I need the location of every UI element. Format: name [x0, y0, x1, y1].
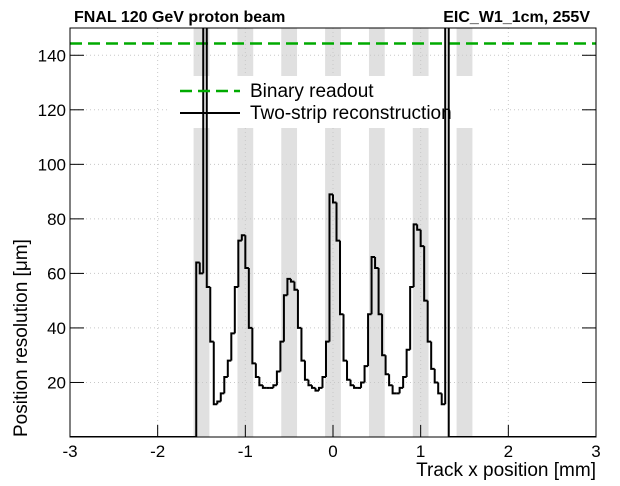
histogram-bin — [447, 28, 596, 437]
histogram-bin — [314, 387, 319, 392]
strip-band — [281, 28, 298, 437]
x-tick-label: -3 — [62, 442, 77, 461]
histogram-bin — [237, 239, 242, 288]
histogram-bin — [247, 267, 253, 329]
histogram-bin — [360, 381, 365, 388]
y-axis-label: Position resolution [μm] — [11, 239, 32, 437]
chart-subtitle: EIC_W1_1cm, 255V — [443, 9, 590, 26]
histogram-bin — [310, 385, 316, 389]
histogram-bin — [244, 235, 249, 269]
x-tick-label: 2 — [504, 442, 513, 461]
histogram-bin — [317, 386, 323, 391]
histogram-bin — [296, 289, 302, 329]
x-tick-label: -1 — [238, 442, 253, 461]
histogram-bin — [349, 379, 355, 387]
histogram-bin — [258, 377, 263, 387]
y-tick-label: 40 — [47, 319, 66, 338]
histogram-bin — [282, 294, 288, 342]
histogram-bin — [212, 341, 218, 406]
legend-label: Binary readout — [250, 81, 374, 102]
y-tick-label: 80 — [47, 210, 66, 229]
y-tick-label: 20 — [47, 373, 66, 392]
histogram-bin — [261, 385, 267, 389]
strip-band — [456, 28, 473, 437]
histogram-bin — [205, 28, 211, 289]
histogram-bin — [416, 224, 421, 231]
histogram-bin — [202, 28, 205, 274]
histogram-bin — [303, 360, 309, 381]
histogram-bin — [233, 286, 239, 334]
histogram-bin — [363, 365, 369, 383]
histogram-bin — [430, 341, 435, 370]
histogram-bin — [275, 370, 281, 386]
histogram-bin — [223, 376, 228, 394]
histogram-bin — [426, 300, 432, 343]
y-tick-label: 140 — [38, 46, 66, 65]
histogram-bin — [440, 393, 446, 406]
histogram-bin — [324, 340, 330, 378]
histogram-bin — [405, 348, 411, 378]
histogram-bin — [381, 314, 386, 357]
histogram-bin — [377, 267, 383, 316]
histogram-bin — [384, 355, 390, 376]
histogram-bin — [433, 368, 439, 384]
histogram-bin — [279, 340, 284, 372]
histogram-bin — [402, 376, 407, 388]
x-tick-label: -2 — [150, 442, 165, 461]
plot-area — [70, 28, 596, 437]
legend-label: Two-strip reconstruction — [250, 103, 452, 124]
y-tick-label: 100 — [38, 155, 66, 174]
histogram-bin — [388, 374, 393, 387]
histogram-bin — [293, 281, 298, 291]
histogram-bin — [321, 376, 326, 388]
histogram-bin — [230, 332, 235, 361]
histogram-bin — [251, 327, 256, 365]
histogram-bin — [370, 256, 376, 315]
histogram-bin — [335, 202, 341, 242]
histogram-bin — [398, 386, 404, 394]
histogram-bin — [240, 234, 246, 241]
histogram-bin — [412, 223, 418, 288]
histogram-bin — [307, 379, 312, 387]
histogram-bin — [226, 359, 232, 378]
histogram-bin — [423, 246, 428, 302]
histogram-bin — [216, 400, 221, 405]
histogram-bin — [209, 287, 214, 343]
histogram-bin — [437, 382, 442, 395]
histogram-bin — [300, 327, 305, 362]
x-axis-label: Track x position [mm] — [416, 460, 596, 481]
histogram-bin — [286, 277, 291, 296]
y-tick-label: 60 — [47, 264, 66, 283]
histogram-bin — [391, 385, 397, 395]
legend-box — [170, 76, 490, 128]
histogram-bin — [198, 262, 204, 275]
x-tick-label: 1 — [416, 442, 425, 461]
histogram-bin — [328, 193, 333, 342]
strip-band — [193, 28, 210, 437]
x-tick-label: 0 — [328, 442, 337, 461]
x-tick-label: 3 — [591, 442, 600, 461]
histogram-bin — [339, 240, 344, 316]
histogram-bin — [289, 278, 295, 283]
histogram-bin — [409, 286, 414, 350]
histogram-bin — [342, 314, 348, 362]
chart-title: FNAL 120 GeV proton beam — [74, 9, 285, 26]
histogram-bin — [419, 229, 425, 248]
histogram-bin — [444, 28, 447, 405]
histogram-bin — [254, 363, 260, 379]
histogram-bin — [367, 313, 372, 367]
histogram-bin — [346, 360, 351, 381]
histogram-bin — [272, 384, 277, 388]
histogram-bin — [219, 392, 225, 402]
histogram-bin — [374, 257, 379, 269]
y-tick-label: 120 — [38, 101, 66, 120]
histogram-bin — [353, 385, 358, 389]
histogram-bin — [195, 261, 200, 437]
histogram-bin — [332, 194, 337, 204]
strip-band — [368, 28, 385, 437]
